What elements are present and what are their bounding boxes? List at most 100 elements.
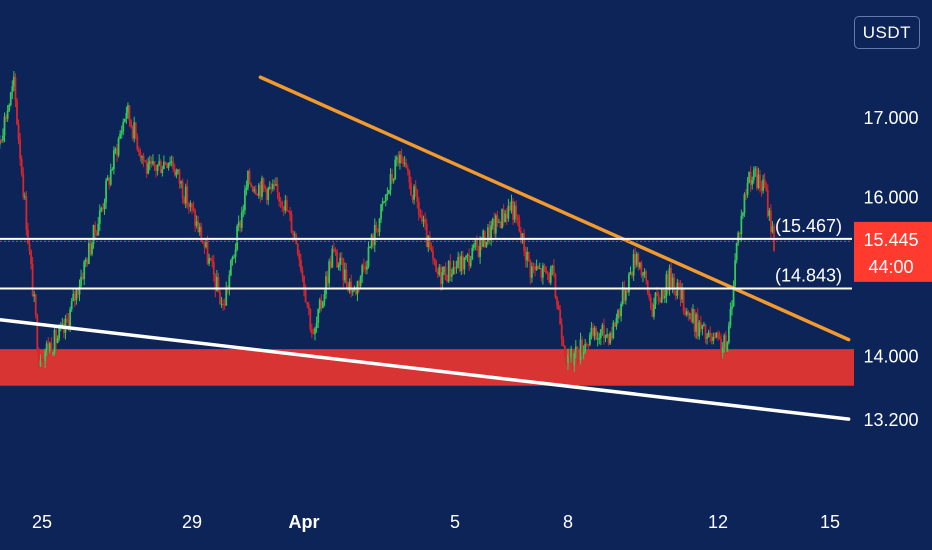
candle-body: [526, 251, 529, 261]
candle-body: [261, 178, 263, 197]
candle-body: [353, 289, 356, 291]
candle-body: [303, 276, 305, 290]
candle-body: [203, 243, 206, 248]
candle-body: [240, 212, 243, 228]
candle-body: [337, 264, 340, 268]
candle-body: [80, 276, 82, 287]
candle-body: [391, 174, 393, 181]
currency-button[interactable]: USDT: [853, 16, 920, 49]
last-price-countdown: 44:00: [868, 257, 913, 277]
candle-body: [408, 170, 411, 183]
candle-body: [692, 309, 694, 323]
candle-body: [556, 297, 558, 306]
candle-body: [153, 161, 156, 167]
candle-body: [712, 336, 715, 341]
candle-body: [169, 162, 172, 164]
candle-body: [389, 174, 392, 191]
candle-body: [422, 219, 425, 222]
candle-body: [693, 309, 696, 332]
candle-body: [366, 266, 368, 270]
candle-body: [685, 311, 688, 315]
candle-body: [254, 189, 257, 195]
candle-body: [161, 168, 164, 174]
candle-body: [471, 247, 474, 260]
candle-body: [474, 239, 477, 245]
candle-body: [148, 161, 151, 164]
candle-body: [449, 260, 452, 277]
candle-body: [180, 181, 182, 184]
candle-body: [312, 333, 315, 335]
candle-body: [649, 297, 652, 309]
candle-body: [208, 257, 211, 264]
candle-body: [128, 105, 131, 121]
candle-body: [704, 324, 707, 339]
candle-body: [361, 265, 364, 277]
candle-body: [670, 267, 673, 287]
candle-body: [567, 354, 569, 363]
candle-body: [494, 215, 497, 234]
candle-body: [545, 266, 547, 273]
candle-body: [450, 274, 453, 277]
candle-body: [735, 242, 738, 261]
candle-body: [172, 161, 175, 169]
price-axis[interactable]: 17.000 16.000 14.000 13.200: [863, 108, 918, 430]
candle-body: [727, 325, 730, 343]
candle-body: [329, 261, 332, 268]
candle-body: [350, 281, 353, 293]
candle-body: [233, 256, 235, 258]
candle-body: [306, 302, 309, 305]
candle-body: [729, 308, 732, 326]
candle-body: [710, 336, 713, 341]
candle-body: [137, 149, 140, 153]
candle-body: [684, 311, 687, 315]
candle-body: [581, 339, 583, 355]
candle-body: [573, 352, 576, 366]
candle-body: [273, 184, 276, 186]
candle-body: [585, 343, 588, 345]
candle-body: [236, 226, 239, 250]
candle-body: [155, 166, 157, 171]
candle-body: [290, 214, 293, 233]
candle-body: [596, 338, 599, 340]
candle-body: [362, 265, 365, 267]
candle-body: [167, 162, 170, 168]
candle-body: [771, 226, 774, 232]
candle-body: [122, 121, 125, 132]
candle-body: [243, 190, 246, 211]
candle-body: [250, 183, 253, 187]
candle-body: [480, 237, 483, 247]
last-price-badge: [854, 221, 932, 282]
candle-body: [388, 190, 390, 194]
candle-body: [133, 122, 136, 139]
candle-body: [212, 261, 215, 275]
candle-body: [267, 187, 270, 201]
candle-body: [380, 204, 382, 219]
candle-body: [310, 329, 313, 334]
candle-body: [326, 276, 329, 284]
candle-body: [760, 186, 763, 191]
candle-body: [520, 231, 522, 239]
candles-layer: [0, 71, 775, 372]
candle-body: [66, 318, 68, 320]
candle-body: [488, 227, 491, 241]
candle-body: [745, 194, 747, 196]
candle-body: [383, 201, 386, 203]
candle-body: [164, 161, 167, 165]
candle-body: [618, 310, 621, 317]
candle-body: [435, 260, 438, 272]
candle-body: [320, 299, 323, 308]
candle-body: [665, 274, 668, 297]
candle-body: [364, 266, 367, 270]
candle-body: [607, 334, 610, 344]
candle-body: [336, 251, 338, 268]
time-axis[interactable]: 25 29 Apr 5 8 12 15: [32, 512, 840, 532]
candle-body: [325, 276, 327, 295]
candle-body: [48, 343, 51, 352]
candle-body: [102, 208, 104, 210]
candle-body: [593, 328, 596, 336]
candle-body: [109, 170, 112, 185]
candle-body: [668, 267, 671, 291]
candle-body: [25, 196, 28, 230]
candle-body: [44, 351, 47, 362]
